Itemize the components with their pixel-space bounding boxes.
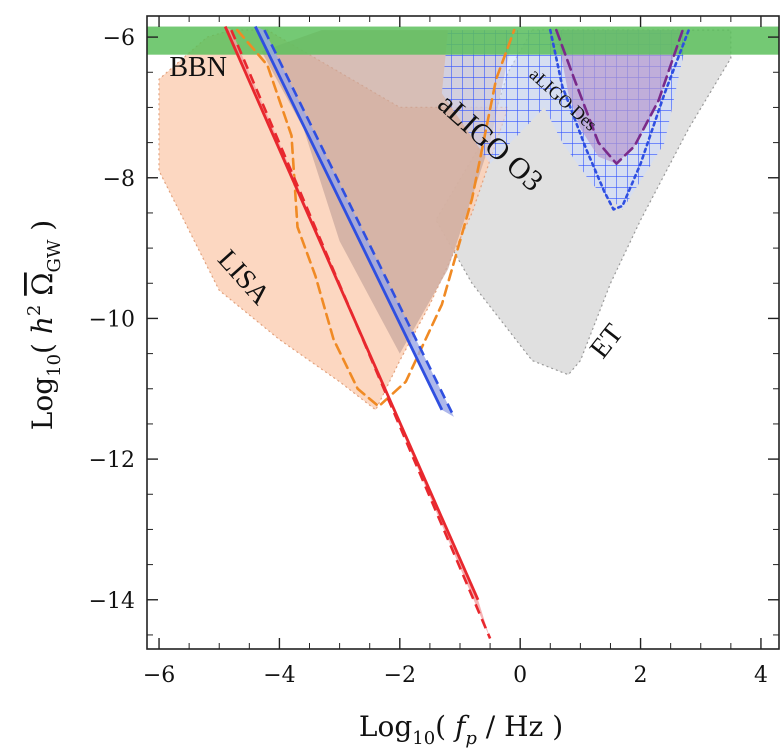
x-tick-label: −4 (263, 663, 295, 688)
x-tick-label: 0 (513, 663, 527, 688)
x-tick-label: 2 (634, 663, 648, 688)
x-tick-label: −6 (143, 663, 175, 688)
red-band-dashed-line (230, 29, 492, 640)
aligo-des-region (556, 30, 683, 164)
y-tick-label: −14 (89, 589, 135, 614)
ticks-layer: −6 −4 −2 0 2 4 −6 −8 −10 −12 −14 (89, 16, 779, 688)
blue-band-fill (255, 26, 454, 417)
y-tick-label: −6 (103, 26, 135, 51)
blue-band-dashed-line (263, 29, 456, 418)
y-tick-label: −12 (89, 448, 135, 473)
x-tick-label: −2 (384, 663, 416, 688)
aligo-des-dashed-curve (554, 28, 685, 165)
plot-frame (146, 15, 780, 650)
aligo-o3-dashed-blue-curve (548, 28, 691, 211)
y-tick-label: −10 (89, 307, 135, 332)
lisa-dashed-curve (236, 28, 516, 408)
bbn-band (147, 26, 779, 55)
y-axis-title: Log10( h2 ΩGW ) (24, 220, 65, 430)
x-axis-title: Log10( fp / Hz ) (359, 710, 563, 749)
curves-layer (236, 28, 691, 408)
blue-band-solid-line (254, 25, 444, 411)
x-tick-label: 4 (754, 663, 768, 688)
bands-layer (223, 25, 492, 640)
regions-layer (147, 26, 779, 411)
y-tick-label: −8 (103, 167, 135, 192)
bbn-label: BBN (169, 52, 227, 83)
aligo-o3-region (261, 30, 515, 354)
